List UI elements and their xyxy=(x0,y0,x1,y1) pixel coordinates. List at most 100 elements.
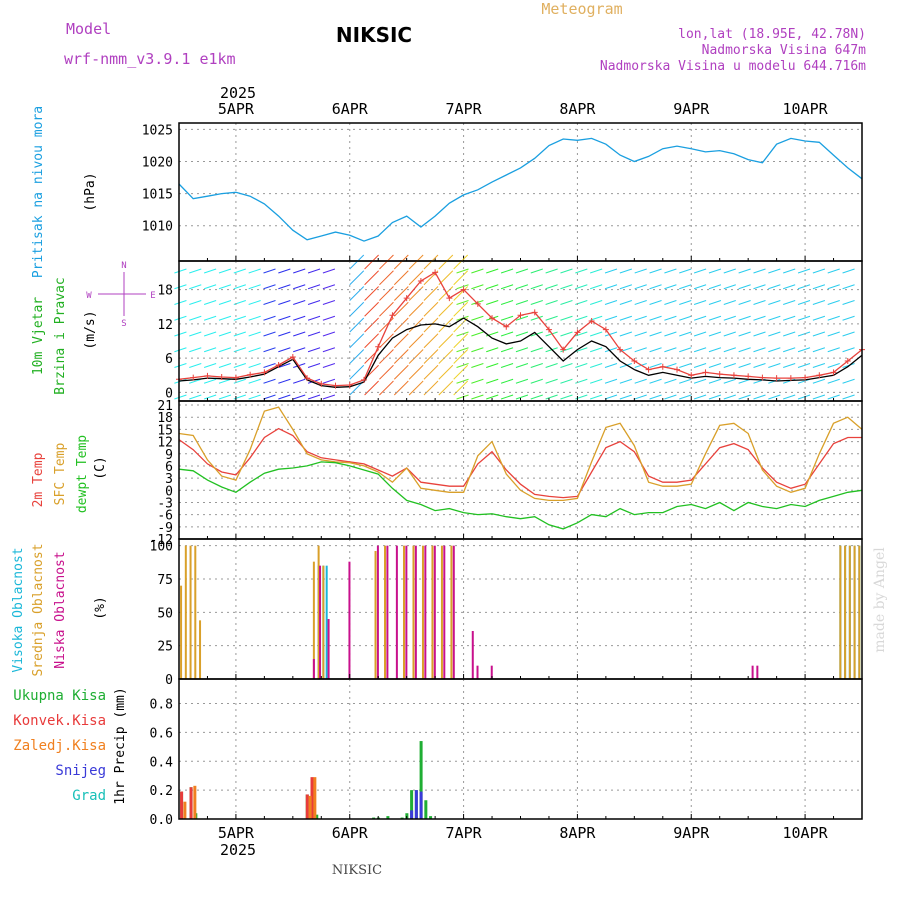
wind-barb xyxy=(515,363,529,368)
wind-barb xyxy=(723,378,736,384)
gust-marker xyxy=(759,374,766,381)
bar xyxy=(848,545,851,679)
wind-barb xyxy=(393,333,409,349)
date-labels: 5APR 5APR 6APR 6APR 7APR 7APR 8APR 8APR 9APR 9APR… xyxy=(218,100,829,842)
bar-series-precip-2 xyxy=(183,777,317,819)
gust-marker xyxy=(631,358,638,364)
wind-barb xyxy=(423,349,439,364)
gust-marker xyxy=(602,326,609,333)
wind-barb xyxy=(679,268,692,274)
wind-barb xyxy=(218,315,232,321)
ytick-label-wind: 0 xyxy=(165,386,173,401)
wind-barb xyxy=(408,317,424,333)
bar xyxy=(305,794,309,819)
wind-barb xyxy=(649,315,662,321)
wind-barb xyxy=(708,284,722,290)
bar xyxy=(450,545,453,679)
wind-barb xyxy=(349,364,365,380)
temp-unit: (C) xyxy=(93,456,108,479)
wind-barb xyxy=(471,331,484,337)
wind-barb xyxy=(438,380,454,396)
wind-barb xyxy=(456,268,469,274)
wind-barb xyxy=(471,284,484,290)
wind-barb xyxy=(364,317,379,333)
precip-legend: Ukupna Kisa Konvek.Kisa Zaledj.Kisa Snij… xyxy=(13,688,106,804)
wind-barb xyxy=(423,301,439,317)
wind-barb xyxy=(393,317,409,333)
wind-barb xyxy=(278,378,291,384)
wind-barb xyxy=(248,394,261,400)
legend-total-precip: Ukupna Kisa xyxy=(13,688,106,704)
bar xyxy=(405,545,408,679)
wind-barb xyxy=(263,363,276,368)
wind-barb xyxy=(456,394,469,400)
wind-barb xyxy=(768,300,781,305)
lonlat-label: lon,lat (18.95E, 42.78N) xyxy=(678,27,866,42)
wind-barb xyxy=(248,268,261,274)
wind-barb xyxy=(307,268,321,274)
bar xyxy=(419,791,423,819)
wind-barb xyxy=(664,315,677,321)
wind-barb xyxy=(423,317,439,333)
bar xyxy=(310,777,314,819)
bar xyxy=(189,787,193,819)
wind-barb xyxy=(189,394,202,400)
wind-barb xyxy=(842,331,855,337)
wind-barb xyxy=(189,268,202,274)
wind-ylabel-2: Brzina i Pravac xyxy=(53,277,68,394)
wind-barb xyxy=(438,317,454,333)
wind-barb xyxy=(322,363,336,368)
wind-barb xyxy=(174,394,187,400)
wind-barb xyxy=(575,315,588,321)
wind-barb xyxy=(263,331,276,337)
wind-barb xyxy=(453,301,469,317)
credit-label: made by Angel xyxy=(872,547,888,653)
wind-barb xyxy=(203,331,217,337)
wind-barb xyxy=(753,315,766,321)
wind-barb xyxy=(515,284,529,290)
bar xyxy=(194,545,197,679)
wind-barb xyxy=(753,300,766,305)
wind-barb xyxy=(530,300,543,305)
wind-barb xyxy=(693,394,707,400)
wind-barb xyxy=(515,268,529,274)
gust-marker xyxy=(190,374,197,381)
wind-barb xyxy=(456,347,469,353)
ytick-label-cloud: 100 xyxy=(150,540,173,555)
compass-east: E xyxy=(150,291,155,301)
wind-barb xyxy=(827,394,840,400)
wind-barb xyxy=(293,268,306,274)
wind-barb xyxy=(827,315,840,321)
bar xyxy=(412,545,415,679)
gust-marker xyxy=(332,382,339,389)
bar xyxy=(348,561,351,679)
wind-barb xyxy=(693,363,707,368)
wind-barb xyxy=(189,363,202,368)
wind-barb xyxy=(218,300,232,305)
date-label-bottom: 5APR xyxy=(218,824,255,842)
ytick-label-precip: 0.6 xyxy=(150,726,173,741)
wind-barb xyxy=(278,347,291,353)
bar xyxy=(386,816,390,819)
bar xyxy=(184,545,187,679)
wind-barb xyxy=(693,347,707,353)
model-name: wrf-nmm_v3.9.1 e1km xyxy=(64,50,236,68)
wind-barb xyxy=(768,347,781,353)
gust-marker xyxy=(403,295,410,302)
wind-barb xyxy=(530,378,543,384)
ytick-label-temperature: 3 xyxy=(165,472,173,487)
wind-barb xyxy=(723,300,736,305)
wind-barb xyxy=(738,315,751,321)
wind-barb xyxy=(408,333,424,349)
bar xyxy=(751,665,754,679)
bar xyxy=(471,631,474,679)
wind-barb xyxy=(604,284,618,290)
wind-barb xyxy=(203,268,217,274)
wind-barb xyxy=(530,284,543,290)
bar xyxy=(414,545,417,679)
wind-barb xyxy=(349,254,365,270)
wind-barb xyxy=(174,300,187,305)
wind-barb xyxy=(604,331,618,337)
wind-barb xyxy=(693,331,707,337)
gust-marker xyxy=(844,358,851,364)
